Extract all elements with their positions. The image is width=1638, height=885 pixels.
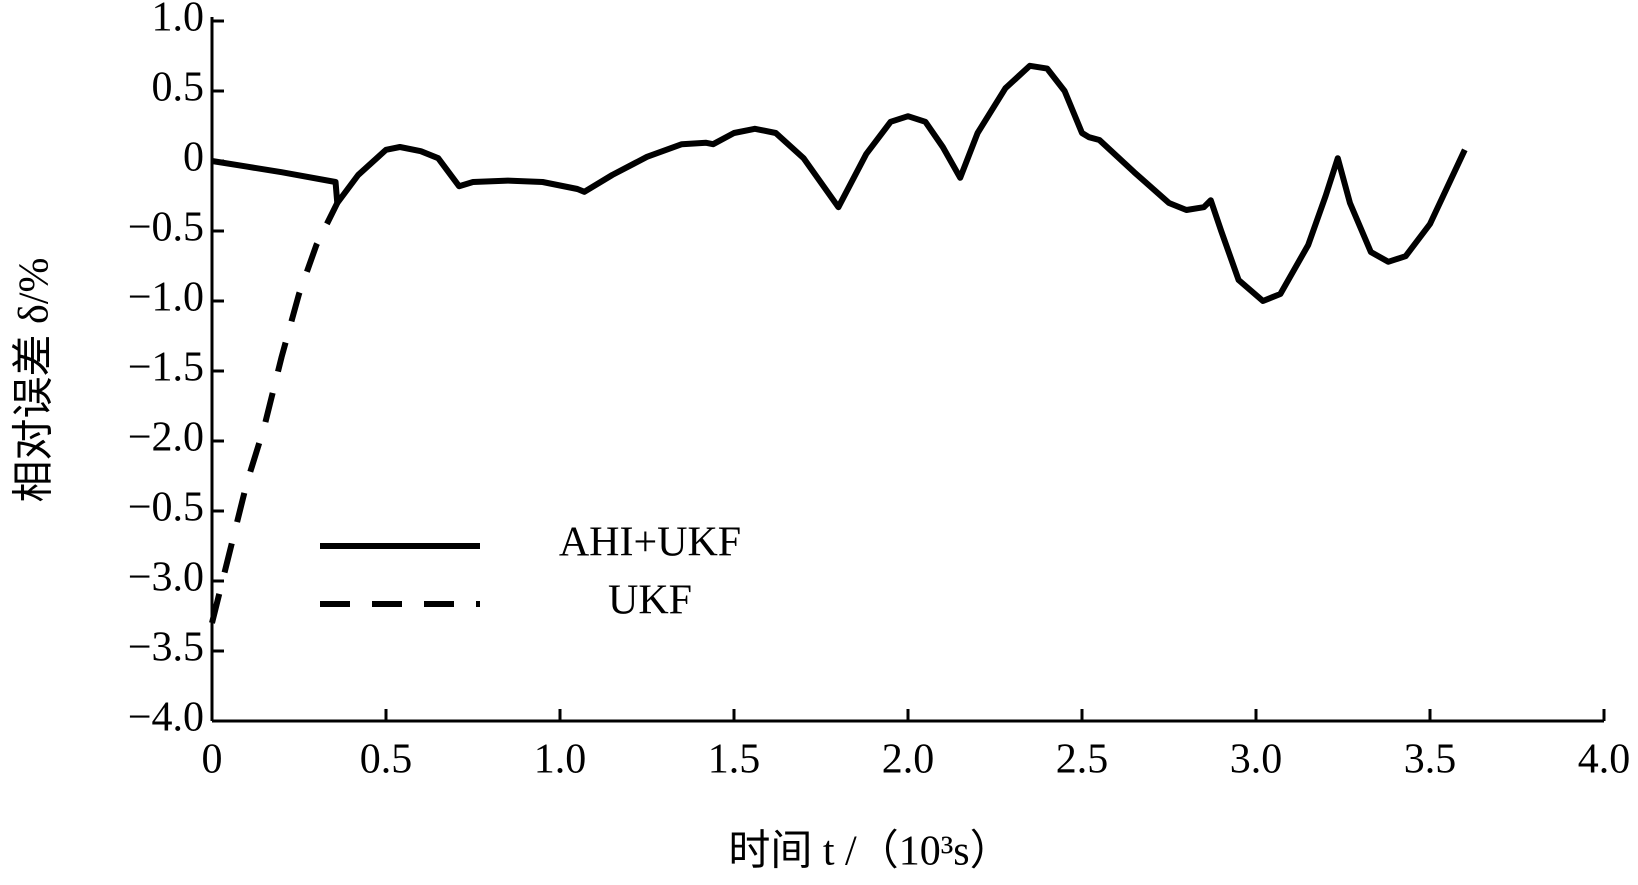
x-tick-label: 2.5 (1056, 737, 1109, 783)
y-tick-label: −0.5 (128, 485, 204, 531)
x-tick-label: 4.0 (1578, 737, 1631, 783)
x-tick-label: 0.5 (360, 737, 413, 783)
y-tick-label: −1.0 (128, 275, 204, 321)
y-tick-label: 0 (183, 135, 204, 181)
legend-label: UKF (608, 578, 692, 624)
y-tick-label: −1.5 (128, 345, 204, 391)
x-tick-label: 2.0 (882, 737, 935, 783)
x-tick-label: 3.5 (1404, 737, 1457, 783)
series-line (209, 201, 340, 624)
x-tick-label: 1.0 (534, 737, 587, 783)
y-tick-label: −2.0 (128, 415, 204, 461)
legend-label: AHI+UKF (559, 520, 741, 566)
y-tick-label: −0.5 (128, 205, 204, 251)
y-axis-label: 相对误差 δ/% (12, 258, 58, 503)
y-tick-label: 1.0 (152, 0, 205, 41)
x-tick-label: 0 (202, 737, 223, 783)
y-tick-label: −3.0 (128, 555, 204, 601)
y-tick-label: −3.5 (128, 625, 204, 671)
y-tick-label: −4.0 (128, 695, 204, 741)
x-tick-label: 3.0 (1230, 737, 1283, 783)
y-tick-label: 0.5 (152, 65, 205, 111)
x-axis-label: 时间 t /（10³s） (728, 829, 1011, 875)
x-tick-label: 1.5 (708, 737, 761, 783)
series-line (211, 62, 1468, 304)
